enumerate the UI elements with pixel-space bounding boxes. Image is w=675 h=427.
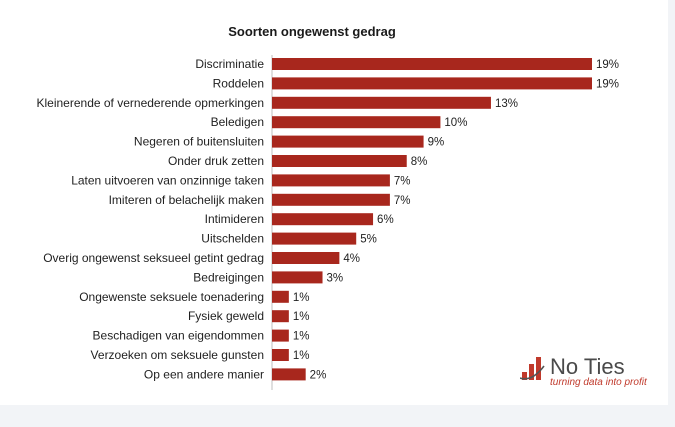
bar (272, 96, 491, 109)
bar (272, 116, 441, 129)
value-label: 10% (444, 117, 467, 129)
logo-name: No Ties (550, 354, 625, 379)
chart-title: Soorten ongewenst gedrag (228, 24, 396, 39)
chart-canvas: Soorten ongewenst gedrag Discriminatie 19… (0, 0, 668, 405)
bar (272, 329, 289, 342)
category-label: Roddelen (213, 76, 264, 90)
bar-chart-logo-icon (519, 357, 545, 380)
value-label: 1% (293, 311, 310, 323)
category-label: Beledigen (211, 115, 264, 129)
bar (272, 58, 592, 70)
category-label: Intimideren (205, 212, 264, 226)
logo-tagline: turning data into profit (550, 377, 648, 388)
bar (272, 135, 424, 148)
value-label: 13% (495, 98, 518, 110)
value-label: 7% (394, 195, 411, 207)
category-label: Verzoeken om seksuele gunsten (91, 348, 264, 362)
value-label: 4% (343, 253, 360, 265)
bar (272, 77, 592, 90)
category-label: Ongewenste seksuele toenadering (79, 290, 264, 304)
category-label: Negeren of buitensluiten (134, 135, 264, 149)
bar (272, 193, 390, 206)
value-label: 5% (360, 234, 377, 246)
bar-chart: Soorten ongewenst gedrag Discriminatie 19… (37, 24, 620, 390)
value-label: 19% (596, 78, 619, 90)
category-label: Overig ongewenst seksueel getint gedrag (43, 251, 264, 265)
value-label: 19% (596, 59, 619, 71)
bar (272, 213, 374, 226)
category-label: Bedreigingen (193, 270, 264, 284)
category-label: Kleinerende of vernederende opmerkingen (37, 96, 265, 110)
category-label: Uitschelden (201, 232, 264, 246)
category-label: Discriminatie (195, 57, 264, 71)
bars-group: Discriminatie 19% Roddelen 19% Kleinerende o… (37, 57, 620, 381)
bar (272, 252, 340, 264)
no-ties-logo: No Ties turning data into profit (519, 352, 670, 397)
bar (272, 232, 357, 245)
category-label: Onder druk zetten (168, 154, 264, 168)
bar (272, 155, 407, 167)
category-label: Laten uitvoeren van onzinnige taken (71, 173, 264, 187)
value-label: 1% (293, 350, 310, 362)
category-label: Imiteren of belachelijk maken (109, 193, 264, 207)
value-label: 3% (327, 272, 344, 284)
value-label: 9% (428, 137, 445, 149)
value-label: 6% (377, 214, 394, 226)
bar (272, 310, 289, 323)
bar (272, 349, 289, 361)
bar (272, 174, 390, 187)
value-label: 8% (411, 156, 428, 168)
value-label: 7% (394, 175, 411, 187)
bar (272, 368, 306, 381)
value-label: 1% (293, 331, 310, 343)
category-label: Beschadigen van eigendommen (93, 329, 264, 343)
category-label: Op een andere manier (144, 367, 264, 381)
bar (272, 290, 289, 303)
bar (272, 271, 323, 284)
value-label: 2% (310, 369, 327, 381)
value-label: 1% (293, 292, 310, 304)
category-label: Fysiek geweld (188, 309, 264, 323)
